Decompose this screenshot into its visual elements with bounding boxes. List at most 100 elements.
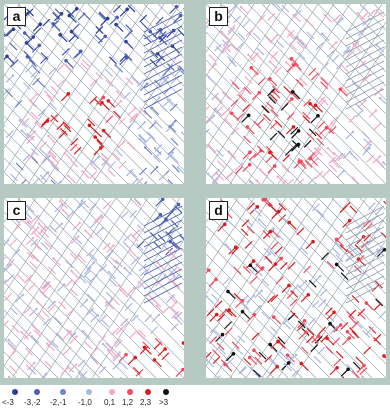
colored-street-segment xyxy=(112,152,121,161)
colored-street-segment xyxy=(336,170,345,179)
corner-grid-street xyxy=(345,226,385,248)
colored-street-segment xyxy=(317,346,326,355)
colored-street-segment xyxy=(161,182,164,184)
colored-street-segment xyxy=(248,178,255,184)
intersection-node xyxy=(249,366,253,370)
colored-street-segment xyxy=(120,289,129,298)
intersection-node xyxy=(356,11,359,15)
legend-label: -1,0 xyxy=(78,398,92,407)
intersection-node xyxy=(156,261,159,265)
colored-street-segment xyxy=(159,104,168,112)
intersection-node xyxy=(61,208,65,212)
intersection-node xyxy=(240,309,245,314)
colored-street-segment xyxy=(304,160,313,168)
colored-street-segment xyxy=(81,170,90,179)
colored-street-segment xyxy=(296,40,305,49)
colored-street-segment xyxy=(71,23,80,32)
colored-street-segment xyxy=(56,63,65,72)
colored-street-segment xyxy=(68,364,77,372)
colored-street-segment xyxy=(156,305,165,314)
intersection-node xyxy=(138,133,141,137)
colored-street-segment xyxy=(284,148,293,156)
colored-street-segment xyxy=(162,305,171,314)
colored-street-segment xyxy=(172,241,181,250)
avenue-line xyxy=(4,198,69,295)
colored-street-segment xyxy=(137,281,145,290)
colored-street-segment xyxy=(95,71,104,80)
intersection-node xyxy=(328,321,332,326)
colored-street-segment xyxy=(274,119,283,128)
intersection-node xyxy=(335,365,339,370)
intersection-node xyxy=(223,362,227,367)
colored-street-segment xyxy=(54,8,63,17)
intersection-node xyxy=(378,96,382,100)
street-line xyxy=(4,59,129,184)
intersection-node xyxy=(178,13,183,18)
colored-street-segment xyxy=(80,62,89,71)
avenue-line xyxy=(277,215,386,378)
colored-street-segment xyxy=(244,241,253,249)
intersection-node xyxy=(299,77,302,81)
colored-street-segment xyxy=(43,90,52,99)
colored-street-segment xyxy=(311,72,319,81)
street-line xyxy=(4,143,45,184)
colored-street-segment xyxy=(283,85,292,94)
intersection-node xyxy=(255,179,258,182)
intersection-node xyxy=(276,209,281,214)
intersection-node xyxy=(143,146,147,149)
intersection-node xyxy=(287,220,292,225)
colored-street-segment xyxy=(75,375,79,378)
colored-street-segment xyxy=(208,54,217,62)
avenue-line xyxy=(75,21,184,184)
colored-street-segment xyxy=(4,33,6,36)
intersection-node xyxy=(124,39,128,44)
colored-street-segment xyxy=(257,77,266,86)
colored-street-segment xyxy=(155,16,164,25)
intersection-node xyxy=(316,334,321,338)
intersection-node xyxy=(345,329,350,334)
intersection-node xyxy=(96,313,99,317)
colored-street-segment xyxy=(243,86,252,95)
corner-grid-street xyxy=(345,261,385,283)
colored-street-segment xyxy=(351,330,360,339)
intersection-node xyxy=(290,97,294,101)
intersection-node xyxy=(118,284,121,287)
colored-street-segment xyxy=(247,54,256,63)
colored-street-segment xyxy=(318,99,327,108)
colored-street-segment xyxy=(222,38,231,47)
colored-street-segment xyxy=(241,19,250,28)
colored-street-segment xyxy=(20,178,27,184)
colored-street-segment xyxy=(237,335,246,344)
intersection-node xyxy=(97,155,100,159)
corner-grid-street xyxy=(345,81,385,103)
colored-street-segment xyxy=(151,314,160,323)
colored-street-segment xyxy=(69,336,78,345)
corner-grid-street xyxy=(345,247,385,269)
colored-street-segment xyxy=(343,45,351,54)
intersection-node xyxy=(338,87,343,92)
avenue-line xyxy=(245,4,367,184)
corner-grid-street xyxy=(345,268,385,290)
avenue-line xyxy=(4,4,37,53)
intersection-node xyxy=(240,162,244,165)
intersection-node xyxy=(376,248,379,251)
colored-street-segment xyxy=(167,268,176,277)
colored-street-segment xyxy=(231,81,240,90)
colored-street-segment xyxy=(268,248,277,257)
colored-street-segment xyxy=(339,244,348,253)
street-line xyxy=(101,198,184,281)
avenue-line xyxy=(206,4,303,149)
colored-street-segment xyxy=(340,86,349,94)
colored-street-segment xyxy=(124,302,133,311)
intersection-node xyxy=(311,239,315,244)
colored-street-segment xyxy=(208,63,217,72)
colored-street-segment xyxy=(268,96,277,104)
intersection-node xyxy=(75,335,78,338)
intersection-node xyxy=(260,289,264,292)
intersection-node xyxy=(87,123,92,128)
colored-street-segment xyxy=(23,305,32,314)
intersection-node xyxy=(143,121,146,124)
intersection-node xyxy=(59,200,62,203)
intersection-node xyxy=(119,99,123,103)
colored-street-segment xyxy=(113,4,121,13)
